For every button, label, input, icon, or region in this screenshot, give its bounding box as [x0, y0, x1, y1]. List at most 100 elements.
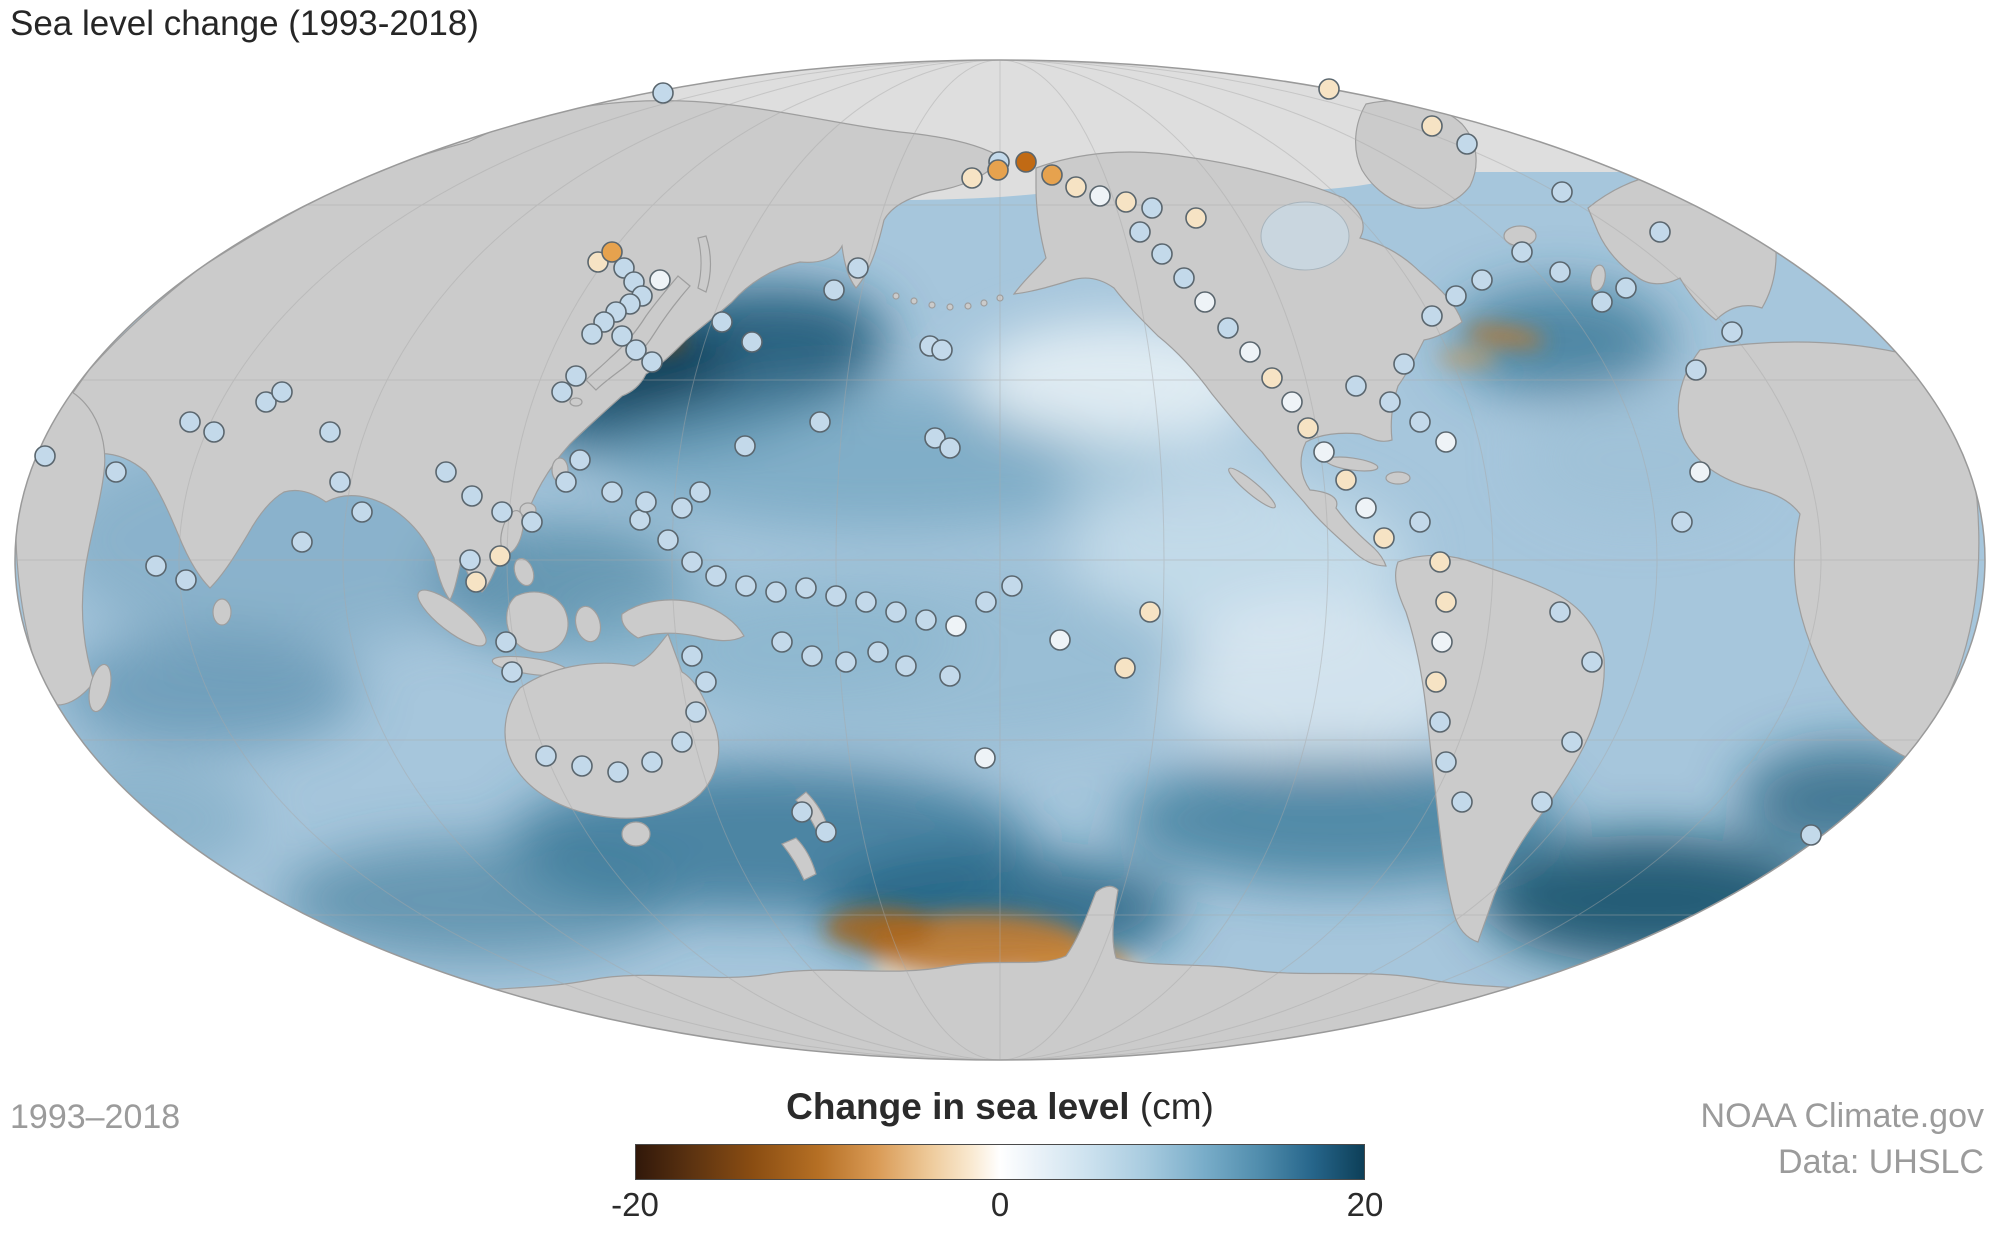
- tide-gauge-station: [1531, 791, 1553, 813]
- tide-gauge-station: [1435, 591, 1457, 613]
- tide-gauge-station: [1281, 391, 1303, 413]
- landmass-australia: [504, 632, 720, 819]
- tide-gauge-station: [203, 421, 225, 443]
- landmass-sri-lanka: [212, 598, 232, 626]
- tide-gauge-station: [319, 421, 341, 443]
- landmass-sulawesi: [574, 605, 602, 643]
- tide-gauge-station: [895, 655, 917, 677]
- tide-gauge-station: [741, 331, 763, 353]
- tide-gauge-station: [939, 437, 961, 459]
- tide-gauge-station: [685, 701, 707, 723]
- tide-gauge-station: [1451, 791, 1473, 813]
- tide-gauge-station: [705, 565, 727, 587]
- tide-gauge-station: [1217, 317, 1239, 339]
- tide-gauge-station: [791, 801, 813, 823]
- tide-gauge-station: [987, 159, 1009, 181]
- tide-gauge-station: [601, 241, 623, 263]
- tide-gauge-station: [1141, 197, 1163, 219]
- tide-gauge-station: [1065, 176, 1087, 198]
- tide-gauge-station: [711, 311, 733, 333]
- tide-gauge-station: [1318, 78, 1340, 100]
- tide-gauge-station: [179, 411, 201, 433]
- tide-gauge-station: [1015, 151, 1037, 173]
- figure-title: Sea level change (1993-2018): [10, 4, 479, 43]
- landmass-borneo: [506, 591, 569, 653]
- tide-gauge-station: [1151, 243, 1173, 265]
- tide-gauge-station: [635, 491, 657, 513]
- tide-gauge-station: [1671, 511, 1693, 533]
- tide-gauge-station: [681, 645, 703, 667]
- tide-gauge-station: [734, 435, 756, 457]
- tide-gauge-station: [1549, 261, 1571, 283]
- legend-tick-max: 20: [1346, 1186, 1384, 1223]
- tide-gauge-station: [1049, 629, 1071, 651]
- tide-gauge-station: [1549, 601, 1571, 623]
- tide-gauge-station: [1421, 115, 1443, 137]
- tide-gauge-station: [939, 665, 961, 687]
- tide-gauge-station: [1689, 461, 1711, 483]
- tide-gauge-station: [867, 641, 889, 663]
- landmass-baja: [1228, 467, 1276, 509]
- hudson-bay: [1260, 201, 1350, 271]
- landmass-tasmania: [621, 821, 651, 847]
- tide-gauge-station: [825, 585, 847, 607]
- tide-gauge-station: [1581, 651, 1603, 673]
- tide-gauge-station: [695, 671, 717, 693]
- graticule-lines: [15, 60, 1985, 1060]
- tide-gauge-station: [809, 411, 831, 433]
- attribution-source: NOAA Climate.gov: [1700, 1097, 1984, 1135]
- world-map: [14, 59, 1986, 1061]
- tide-gauge-station: [459, 549, 481, 571]
- globe-outline: [14, 59, 1986, 1061]
- tide-gauge-station: [1185, 207, 1207, 229]
- tide-gauge-station: [495, 631, 517, 653]
- tide-gauge-station: [435, 461, 457, 483]
- tide-gauge-station: [1800, 824, 1822, 846]
- legend-tick-min: -20: [611, 1186, 659, 1223]
- legend-tick-zero: 0: [990, 1186, 1010, 1223]
- tide-gauge-station: [1393, 353, 1415, 375]
- tide-gauge-station: [1721, 321, 1743, 343]
- tide-gauge-station: [1409, 411, 1431, 433]
- tide-gauge-station: [1561, 731, 1583, 753]
- tide-gauge-station: [847, 257, 869, 279]
- tide-gauge-station: [915, 609, 937, 631]
- landmass-philippines-south: [513, 557, 535, 587]
- tide-gauge-station: [657, 529, 679, 551]
- tide-gauge-station: [1114, 657, 1136, 679]
- tide-gauge-station: [535, 745, 557, 767]
- tide-gauge-station: [835, 651, 857, 673]
- tide-gauge-station: [1335, 469, 1357, 491]
- tide-gauge-station: [771, 631, 793, 653]
- tide-gauge-station: [885, 601, 907, 623]
- tide-gauge-station: [1435, 431, 1457, 453]
- tide-gauge-station: [351, 501, 373, 523]
- landmass-madagascar: [88, 663, 112, 713]
- tide-gauge-station: [1429, 551, 1451, 573]
- tide-gauge-station: [1435, 751, 1457, 773]
- tide-gauge-station: [1001, 575, 1023, 597]
- tide-gauge-station: [1409, 511, 1431, 533]
- landmass-south-america: [1394, 554, 1605, 943]
- tide-gauge-station: [565, 365, 587, 387]
- tide-gauge-station: [521, 511, 543, 533]
- tide-gauge-station: [689, 481, 711, 503]
- tide-gauge-station: [855, 591, 877, 613]
- landmass-sumatra: [417, 589, 487, 647]
- tide-gauge-station: [1429, 711, 1451, 733]
- tide-gauge-station: [1456, 133, 1478, 155]
- tide-gauge-station: [1431, 631, 1453, 653]
- tide-gauge-station: [461, 485, 483, 507]
- tide-gauge-station: [551, 381, 573, 403]
- tide-gauge-station: [961, 167, 983, 189]
- tide-gauge-station: [641, 351, 663, 373]
- landmass-sakhalin: [697, 235, 712, 293]
- tide-gauge-station: [735, 575, 757, 597]
- tide-gauge-station: [581, 323, 603, 345]
- tide-gauge-station: [671, 497, 693, 519]
- legend-colorbar: [635, 1144, 1365, 1180]
- tide-gauge-station: [815, 821, 837, 843]
- tide-gauge-station: [924, 427, 946, 449]
- tide-gauge-station: [601, 481, 623, 503]
